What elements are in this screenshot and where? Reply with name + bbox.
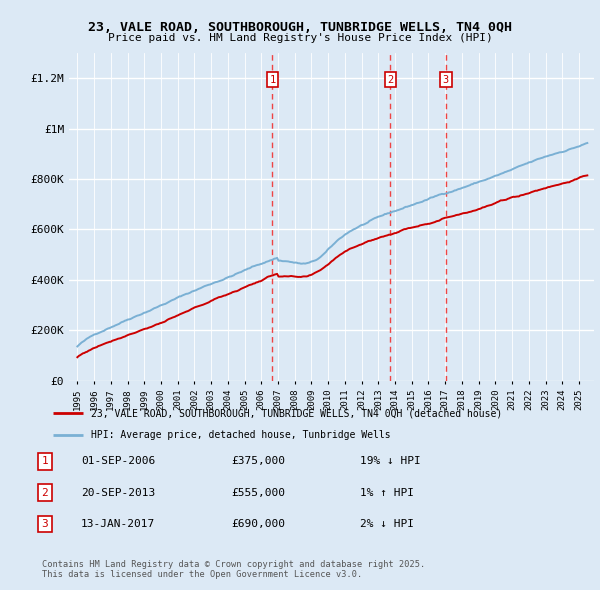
Text: 3: 3 bbox=[443, 74, 449, 84]
Text: Price paid vs. HM Land Registry's House Price Index (HPI): Price paid vs. HM Land Registry's House … bbox=[107, 33, 493, 43]
Text: 2% ↓ HPI: 2% ↓ HPI bbox=[360, 519, 414, 529]
Text: 23, VALE ROAD, SOUTHBOROUGH, TUNBRIDGE WELLS, TN4 0QH (detached house): 23, VALE ROAD, SOUTHBOROUGH, TUNBRIDGE W… bbox=[91, 408, 502, 418]
Text: £690,000: £690,000 bbox=[231, 519, 285, 529]
Text: 13-JAN-2017: 13-JAN-2017 bbox=[81, 519, 155, 529]
Text: 1: 1 bbox=[41, 457, 49, 466]
Text: 23, VALE ROAD, SOUTHBOROUGH, TUNBRIDGE WELLS, TN4 0QH: 23, VALE ROAD, SOUTHBOROUGH, TUNBRIDGE W… bbox=[88, 21, 512, 34]
Text: 2: 2 bbox=[387, 74, 394, 84]
Text: 20-SEP-2013: 20-SEP-2013 bbox=[81, 488, 155, 497]
Text: 3: 3 bbox=[41, 519, 49, 529]
Text: 1% ↑ HPI: 1% ↑ HPI bbox=[360, 488, 414, 497]
Text: £375,000: £375,000 bbox=[231, 457, 285, 466]
Text: Contains HM Land Registry data © Crown copyright and database right 2025.
This d: Contains HM Land Registry data © Crown c… bbox=[42, 560, 425, 579]
Text: 1: 1 bbox=[269, 74, 275, 84]
Text: £555,000: £555,000 bbox=[231, 488, 285, 497]
Text: 19% ↓ HPI: 19% ↓ HPI bbox=[360, 457, 421, 466]
Text: 2: 2 bbox=[41, 488, 49, 497]
Text: 01-SEP-2006: 01-SEP-2006 bbox=[81, 457, 155, 466]
Text: HPI: Average price, detached house, Tunbridge Wells: HPI: Average price, detached house, Tunb… bbox=[91, 430, 390, 440]
